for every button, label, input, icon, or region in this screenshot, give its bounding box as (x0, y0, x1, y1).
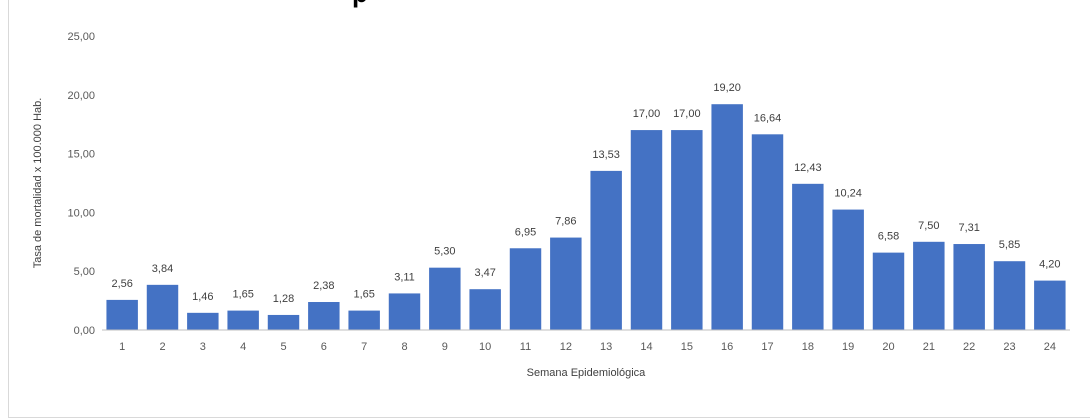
x-tick-label: 3 (200, 341, 206, 353)
bar (792, 183, 824, 330)
chart-title: p (352, 0, 368, 9)
bar (267, 314, 300, 330)
x-tick-label: 18 (802, 341, 814, 353)
data-label: 17,00 (673, 108, 701, 120)
x-tick-label: 1 (119, 341, 125, 353)
bar (671, 130, 703, 330)
x-tick-label: 13 (600, 341, 612, 353)
x-tick-label: 19 (842, 341, 854, 353)
data-label: 4,20 (1039, 259, 1060, 271)
x-tick-label: 14 (640, 341, 652, 353)
bar (953, 244, 985, 330)
data-label: 1,46 (192, 291, 213, 303)
data-label: 2,56 (111, 278, 132, 290)
bar (872, 252, 905, 330)
x-tick-label: 8 (401, 341, 407, 353)
bar (913, 241, 945, 330)
bar (550, 237, 582, 330)
x-tick-label: 5 (280, 341, 286, 353)
data-label: 6,95 (515, 226, 536, 238)
data-label: 2,38 (313, 280, 334, 292)
x-tick-label: 10 (479, 341, 491, 353)
x-tick-label: 16 (721, 341, 733, 353)
x-tick-label: 7 (361, 341, 367, 353)
x-tick-label: 23 (1003, 341, 1015, 353)
x-axis-title: Semana Epidemiológica (527, 367, 647, 379)
data-label: 7,31 (958, 222, 979, 234)
bars (106, 104, 1066, 330)
y-tick-label: 15,00 (67, 149, 95, 161)
bar (993, 261, 1026, 330)
data-label: 7,50 (918, 220, 939, 232)
data-labels: 2,56 3,84 1,46 1,65 1,28 2,38 1,65 3,11 5,30 3,47… (111, 82, 1060, 305)
x-tick-label: 21 (923, 341, 935, 353)
data-label: 19,20 (713, 82, 741, 94)
x-tick-label: 11 (520, 341, 531, 353)
x-tick-label: 9 (442, 341, 448, 353)
bar (469, 289, 501, 330)
data-label: 3,11 (394, 271, 415, 283)
x-tick-label: 22 (963, 341, 975, 353)
bar (429, 267, 461, 330)
bar (388, 293, 421, 330)
y-axis-title: Tasa de mortalidad x 100.000 Hab. (32, 98, 44, 269)
data-label: 10,24 (834, 188, 862, 200)
x-tick-label: 4 (240, 341, 246, 353)
x-tick-label: 20 (882, 341, 894, 353)
x-tick-label: 15 (681, 341, 693, 353)
x-tick-label: 17 (761, 341, 773, 353)
y-axis-ticks: 0,00 5,00 10,00 15,00 20,00 25,00 (67, 31, 95, 337)
bar (711, 104, 743, 330)
data-label: 5,85 (999, 239, 1020, 251)
x-tick-label: 6 (321, 341, 327, 353)
bar (509, 248, 542, 330)
bar (751, 134, 784, 330)
x-tick-label: 2 (159, 341, 165, 353)
bar (308, 302, 340, 330)
data-label: 6,58 (878, 231, 899, 243)
bar (106, 299, 138, 330)
data-label: 16,64 (754, 112, 782, 124)
data-label: 1,28 (273, 293, 294, 305)
y-tick-label: 10,00 (67, 207, 95, 219)
x-tick-label: 12 (560, 341, 572, 353)
data-label: 3,47 (474, 267, 495, 279)
data-label: 1,65 (353, 289, 374, 301)
bar (1034, 280, 1066, 330)
data-label: 1,65 (232, 289, 253, 301)
data-label: 3,84 (152, 263, 173, 275)
bar-chart: 0,00 5,00 10,00 15,00 20,00 25,00 2,56 3,84 1,4… (32, 31, 1070, 379)
y-tick-label: 25,00 (67, 31, 95, 43)
data-label: 12,43 (794, 162, 822, 174)
bar (187, 312, 219, 330)
y-tick-label: 5,00 (74, 266, 95, 278)
x-tick-label: 24 (1044, 341, 1056, 353)
data-label: 17,00 (633, 108, 661, 120)
bar (348, 310, 380, 330)
x-axis-ticks: 1 2 3 4 5 6 7 8 9 10 11 12 13 14 15 16 17 18 19 20 21 22 23 24 (119, 341, 1056, 353)
data-label: 5,30 (434, 246, 455, 258)
bar (630, 130, 663, 330)
y-tick-label: 20,00 (67, 90, 95, 102)
bar (227, 310, 259, 330)
bar (832, 209, 864, 330)
bar (590, 170, 622, 330)
y-tick-label: 0,00 (74, 325, 95, 337)
data-label: 7,86 (555, 216, 576, 228)
data-label: 13,53 (592, 149, 620, 161)
bar (146, 284, 179, 330)
